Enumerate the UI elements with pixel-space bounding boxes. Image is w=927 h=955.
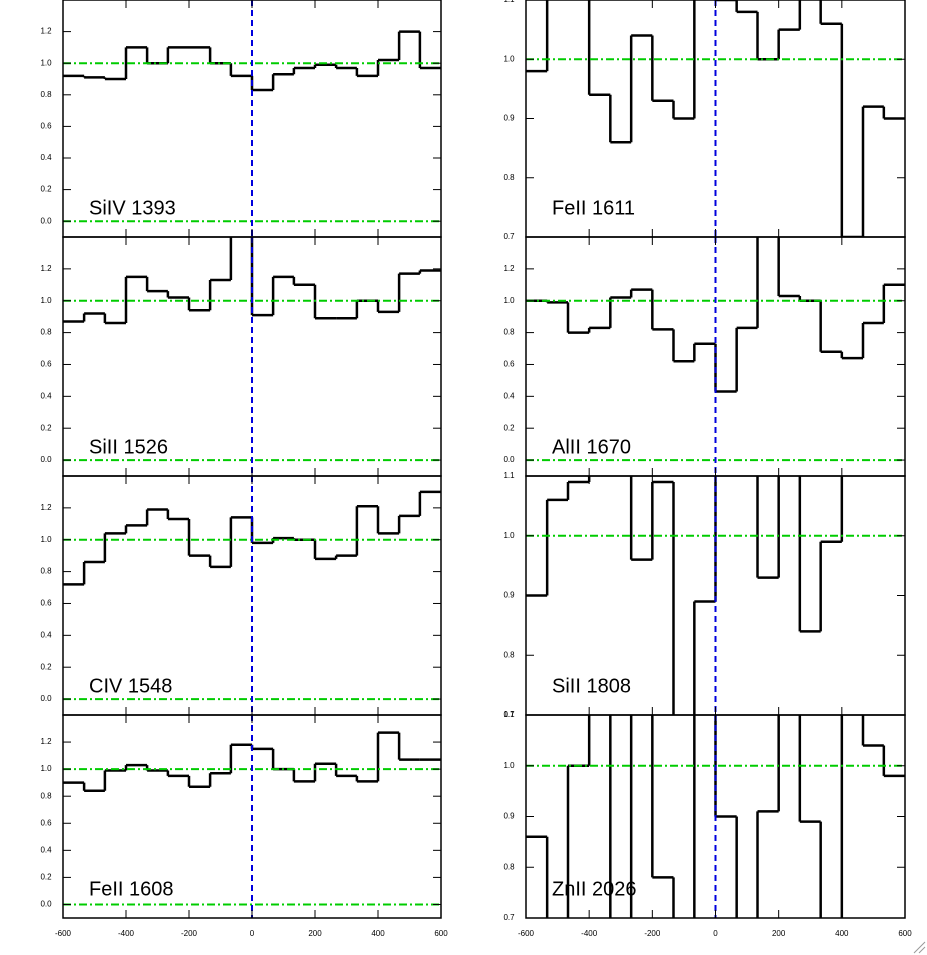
y-tick-label: 1.2 (503, 264, 515, 273)
y-tick-label: 0.2 (40, 873, 52, 882)
y-tick-label: 0.6 (40, 599, 52, 608)
plot-area (526, 715, 905, 918)
y-tick-label: 0.4 (40, 845, 52, 854)
line-label: SiII 1526 (89, 436, 168, 458)
plot-area (63, 237, 441, 476)
x-tick-label: 200 (772, 929, 786, 938)
y-tick-label: 0.7 (503, 710, 515, 719)
y-tick-label: 0.8 (40, 791, 52, 800)
y-tick-label: 1.1 (503, 0, 515, 4)
x-tick-label: 600 (434, 929, 448, 938)
y-tick-label: 0.6 (503, 360, 515, 369)
y-tick-label: 1.2 (40, 264, 52, 273)
step-riser (545, 0, 886, 237)
y-tick-label: 0.2 (40, 423, 52, 432)
x-tick-label: 400 (835, 929, 849, 938)
y-tick-label: 1.2 (40, 503, 52, 512)
y-tick-label: 1.1 (503, 471, 515, 480)
y-tick-label: 1.0 (503, 296, 515, 305)
plot-area (526, 0, 905, 237)
y-tick-label: 0.4 (40, 630, 52, 639)
y-tick-label: 1.0 (503, 54, 515, 63)
y-tick-label: 1.2 (40, 27, 52, 36)
step-riser (545, 715, 886, 918)
y-tick-label: 0.8 (503, 650, 515, 659)
y-tick-label: 1.0 (503, 761, 515, 770)
x-tick-label: -200 (181, 929, 198, 938)
line-label: FeII 1611 (552, 197, 635, 219)
y-tick-label: 1.0 (503, 531, 515, 540)
plot-area (63, 715, 441, 918)
line-label: FeII 1608 (89, 878, 174, 900)
plot-area (63, 476, 441, 715)
y-tick-label: 0.6 (40, 818, 52, 827)
y-tick-label: 1.0 (40, 764, 52, 773)
plot-area (63, 0, 441, 237)
x-tick-label: 400 (371, 929, 385, 938)
x-tick-label: 0 (713, 929, 718, 938)
line-label: SiII 1808 (552, 675, 631, 697)
x-tick-label: 0 (250, 929, 255, 938)
x-tick-label: -600 (55, 929, 72, 938)
line-label: SiIV 1393 (89, 197, 176, 219)
x-tick-label: -400 (581, 929, 598, 938)
y-tick-label: 1.2 (40, 737, 52, 746)
y-tick-label: 0.6 (40, 122, 52, 131)
plot-area (526, 476, 905, 715)
x-tick-label: -200 (644, 929, 661, 938)
x-tick-label: -400 (118, 929, 135, 938)
y-tick-label: 1.0 (40, 535, 52, 544)
x-tick-label: -600 (518, 929, 535, 938)
y-tick-label: 0.2 (40, 662, 52, 671)
y-tick-label: 0.9 (503, 591, 515, 600)
y-tick-label: 0.7 (503, 913, 515, 922)
step-riser (545, 476, 844, 715)
line-label: ZnII 2026 (552, 878, 637, 900)
line-label: CIV 1548 (89, 675, 172, 697)
y-tick-label: 0.4 (40, 391, 52, 400)
y-tick-label: 0.2 (503, 423, 515, 432)
y-tick-label: 0.8 (503, 862, 515, 871)
y-tick-label: 0.4 (503, 391, 515, 400)
y-tick-label: 0.0 (40, 216, 52, 225)
y-tick-label: 0.8 (503, 173, 515, 182)
y-tick-label: 1.0 (40, 296, 52, 305)
y-tick-label: 0.4 (40, 153, 52, 162)
y-tick-label: 0.9 (503, 812, 515, 821)
y-tick-label: 0.0 (40, 455, 52, 464)
x-tick-label: 600 (898, 929, 912, 938)
y-tick-label: 0.7 (503, 232, 515, 241)
y-tick-label: 0.0 (40, 900, 52, 909)
step-riser (82, 732, 401, 791)
y-tick-label: 0.2 (40, 185, 52, 194)
y-tick-label: 0.0 (503, 455, 515, 464)
y-tick-label: 1.0 (40, 58, 52, 67)
y-tick-label: 0.9 (503, 114, 515, 123)
y-tick-label: 0.8 (503, 328, 515, 337)
line-label: AlII 1670 (552, 436, 631, 458)
y-tick-label: 0.0 (40, 694, 52, 703)
y-tick-label: 0.8 (40, 328, 52, 337)
plot-area (526, 237, 905, 476)
y-tick-label: 0.8 (40, 567, 52, 576)
x-tick-label: 200 (308, 929, 322, 938)
resize-grip (913, 941, 926, 954)
y-tick-label: 1.1 (503, 710, 515, 719)
step-riser (545, 237, 886, 392)
y-tick-label: 0.6 (40, 360, 52, 369)
y-tick-label: 0.8 (40, 90, 52, 99)
